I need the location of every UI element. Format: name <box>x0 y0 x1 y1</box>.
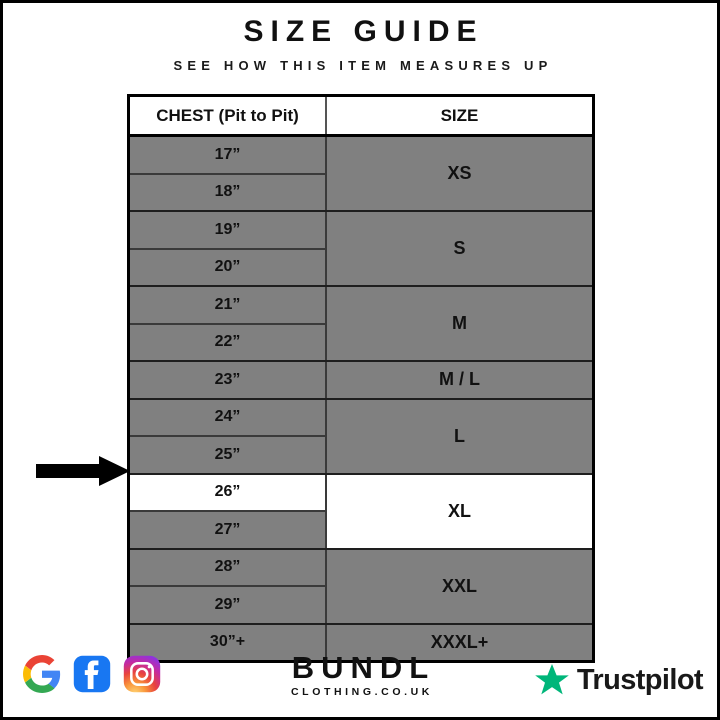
chest-value: 27” <box>130 511 327 550</box>
size-table-body: 17” XS 18” 19” S 20” 21” M <box>130 135 592 660</box>
table-row[interactable]: 27” <box>130 511 592 550</box>
table-row[interactable]: 28” XXL <box>130 548 592 625</box>
brand-logo: BUNDL CLOTHING.CO.UK <box>3 651 717 699</box>
chest-value: 18” <box>130 173 327 212</box>
table-row[interactable]: 19” S <box>130 211 592 287</box>
table-row[interactable]: 29” <box>130 586 592 625</box>
size-value: XXL <box>326 548 592 625</box>
google-icon[interactable] <box>23 655 61 693</box>
table-row[interactable]: 21” M <box>130 286 592 362</box>
brand-tagline: CLOTHING.CO.UK <box>291 686 433 698</box>
table-row[interactable]: 17” XS <box>130 135 592 212</box>
page-footer: BUNDL CLOTHING.CO.UK Trustpilot <box>3 639 717 717</box>
size-value: S <box>326 211 592 287</box>
chest-value: 19” <box>130 211 327 250</box>
page-title: SIZE GUIDE <box>243 15 484 48</box>
table-row[interactable]: 24” L <box>130 398 592 475</box>
size-value: M / L <box>326 361 592 400</box>
column-header-size: SIZE <box>326 97 592 137</box>
size-value-selected: XL <box>326 473 592 550</box>
chest-value: 30”+ <box>130 623 327 660</box>
size-value: XS <box>326 135 592 212</box>
page-header: SIZE GUIDE SEE HOW THIS ITEM MEASURES UP <box>3 15 717 74</box>
table-row[interactable]: 30”+ XXXL+ <box>130 623 592 660</box>
size-table-container: CHEST (Pit to Pit) SIZE 17” XS 18” 19” S <box>127 94 595 663</box>
size-value: XXXL+ <box>326 623 592 660</box>
trustpilot-logo[interactable]: Trustpilot <box>533 661 704 699</box>
table-row[interactable]: 25” <box>130 436 592 475</box>
social-links <box>23 655 161 693</box>
size-value: M <box>326 286 592 362</box>
size-value: L <box>326 398 592 475</box>
chest-value: 29” <box>130 586 327 625</box>
chest-value: 20” <box>130 248 327 287</box>
chest-value: 28” <box>130 548 327 587</box>
table-row[interactable]: 20” <box>130 248 592 287</box>
chest-value: 22” <box>130 323 327 362</box>
table-row-selected[interactable]: 26” XL <box>130 473 592 550</box>
table-row[interactable]: 18” <box>130 173 592 212</box>
size-table: CHEST (Pit to Pit) SIZE 17” XS 18” 19” S <box>130 97 592 660</box>
trustpilot-wordmark: Trustpilot <box>576 664 704 696</box>
table-row[interactable]: 22” <box>130 323 592 362</box>
table-row[interactable]: 23” M / L <box>130 361 592 400</box>
chest-value: 17” <box>130 135 327 175</box>
facebook-icon[interactable] <box>73 655 111 693</box>
instagram-icon[interactable] <box>123 655 161 693</box>
trustpilot-star-icon <box>535 664 569 695</box>
chest-value: 24” <box>130 398 327 437</box>
column-header-chest: CHEST (Pit to Pit) <box>130 97 327 137</box>
table-header-row: CHEST (Pit to Pit) SIZE <box>130 97 592 137</box>
brand-name: BUNDL <box>291 650 436 685</box>
chest-value: 21” <box>130 286 327 325</box>
chest-value: 23” <box>130 361 327 400</box>
page-subtitle: SEE HOW THIS ITEM MEASURES UP <box>173 58 553 73</box>
chest-value: 25” <box>130 436 327 475</box>
selection-arrow-icon <box>36 456 130 486</box>
chest-value-selected: 26” <box>130 473 327 512</box>
